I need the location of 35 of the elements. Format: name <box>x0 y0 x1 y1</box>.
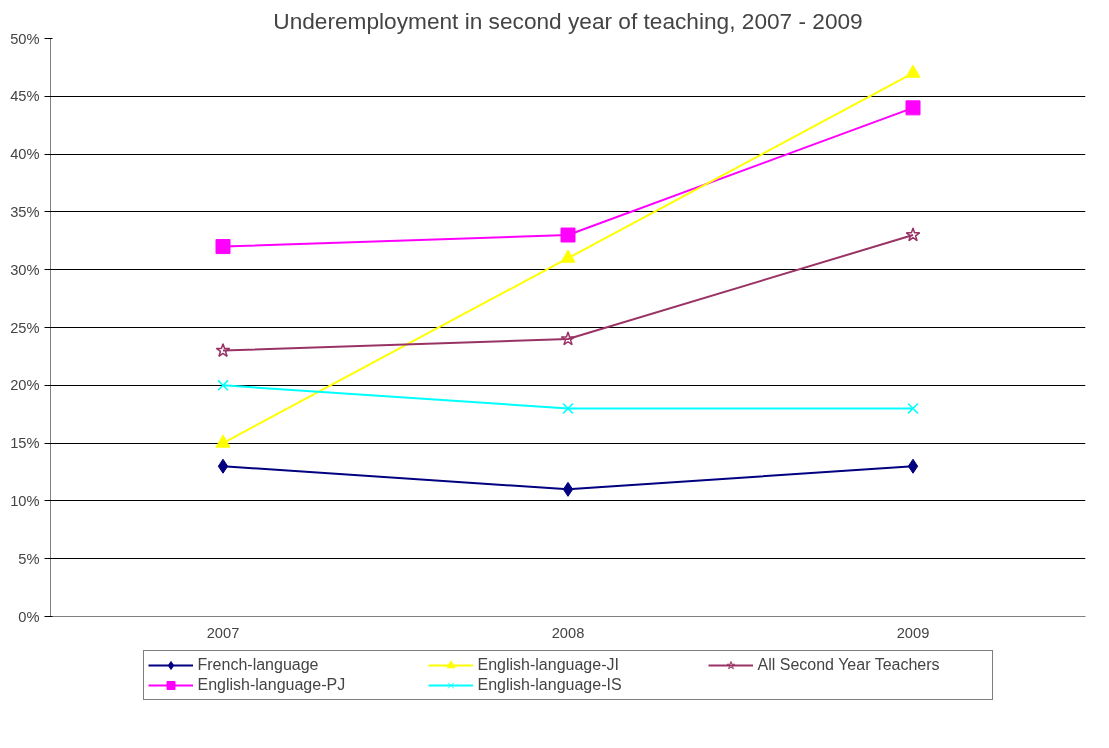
point <box>905 100 921 116</box>
x-tick-label: 2009 <box>896 624 930 641</box>
y-tick-label: 45% <box>10 88 40 105</box>
point <box>217 458 229 474</box>
y-tick-label: 35% <box>10 203 40 220</box>
point <box>562 481 574 497</box>
point <box>907 402 919 415</box>
point <box>560 249 576 263</box>
legend-label: French-language <box>197 656 320 674</box>
y-tick-label: 10% <box>10 492 40 509</box>
point <box>907 458 919 474</box>
point <box>905 64 921 78</box>
chart-title: Underemployment in second year of teaching, 2007 - 2009 <box>273 7 863 34</box>
point <box>215 434 231 448</box>
legend-label: English-language-PJ <box>197 676 347 694</box>
legend-label: All Second Year Teachers <box>757 656 941 674</box>
point <box>905 227 921 242</box>
point <box>217 379 229 391</box>
y-tick-label: 15% <box>10 435 40 452</box>
point <box>560 227 576 243</box>
y-tick-label: 50% <box>10 30 40 47</box>
x-tick-label: 2008 <box>551 624 585 641</box>
y-tick-label: 5% <box>18 550 40 567</box>
point <box>560 331 576 346</box>
y-tick-label: 0% <box>18 608 40 625</box>
point <box>562 402 574 415</box>
point <box>215 342 231 358</box>
y-tick-label: 40% <box>10 146 40 163</box>
legend-label: English-language-IS <box>477 676 623 694</box>
x-tick-label: 2007 <box>206 624 240 641</box>
point <box>215 239 231 255</box>
y-tick-label: 30% <box>10 261 40 278</box>
y-tick-label: 20% <box>10 377 40 394</box>
legend-label: English-language-JI <box>477 656 620 674</box>
y-tick-label: 25% <box>10 319 40 336</box>
